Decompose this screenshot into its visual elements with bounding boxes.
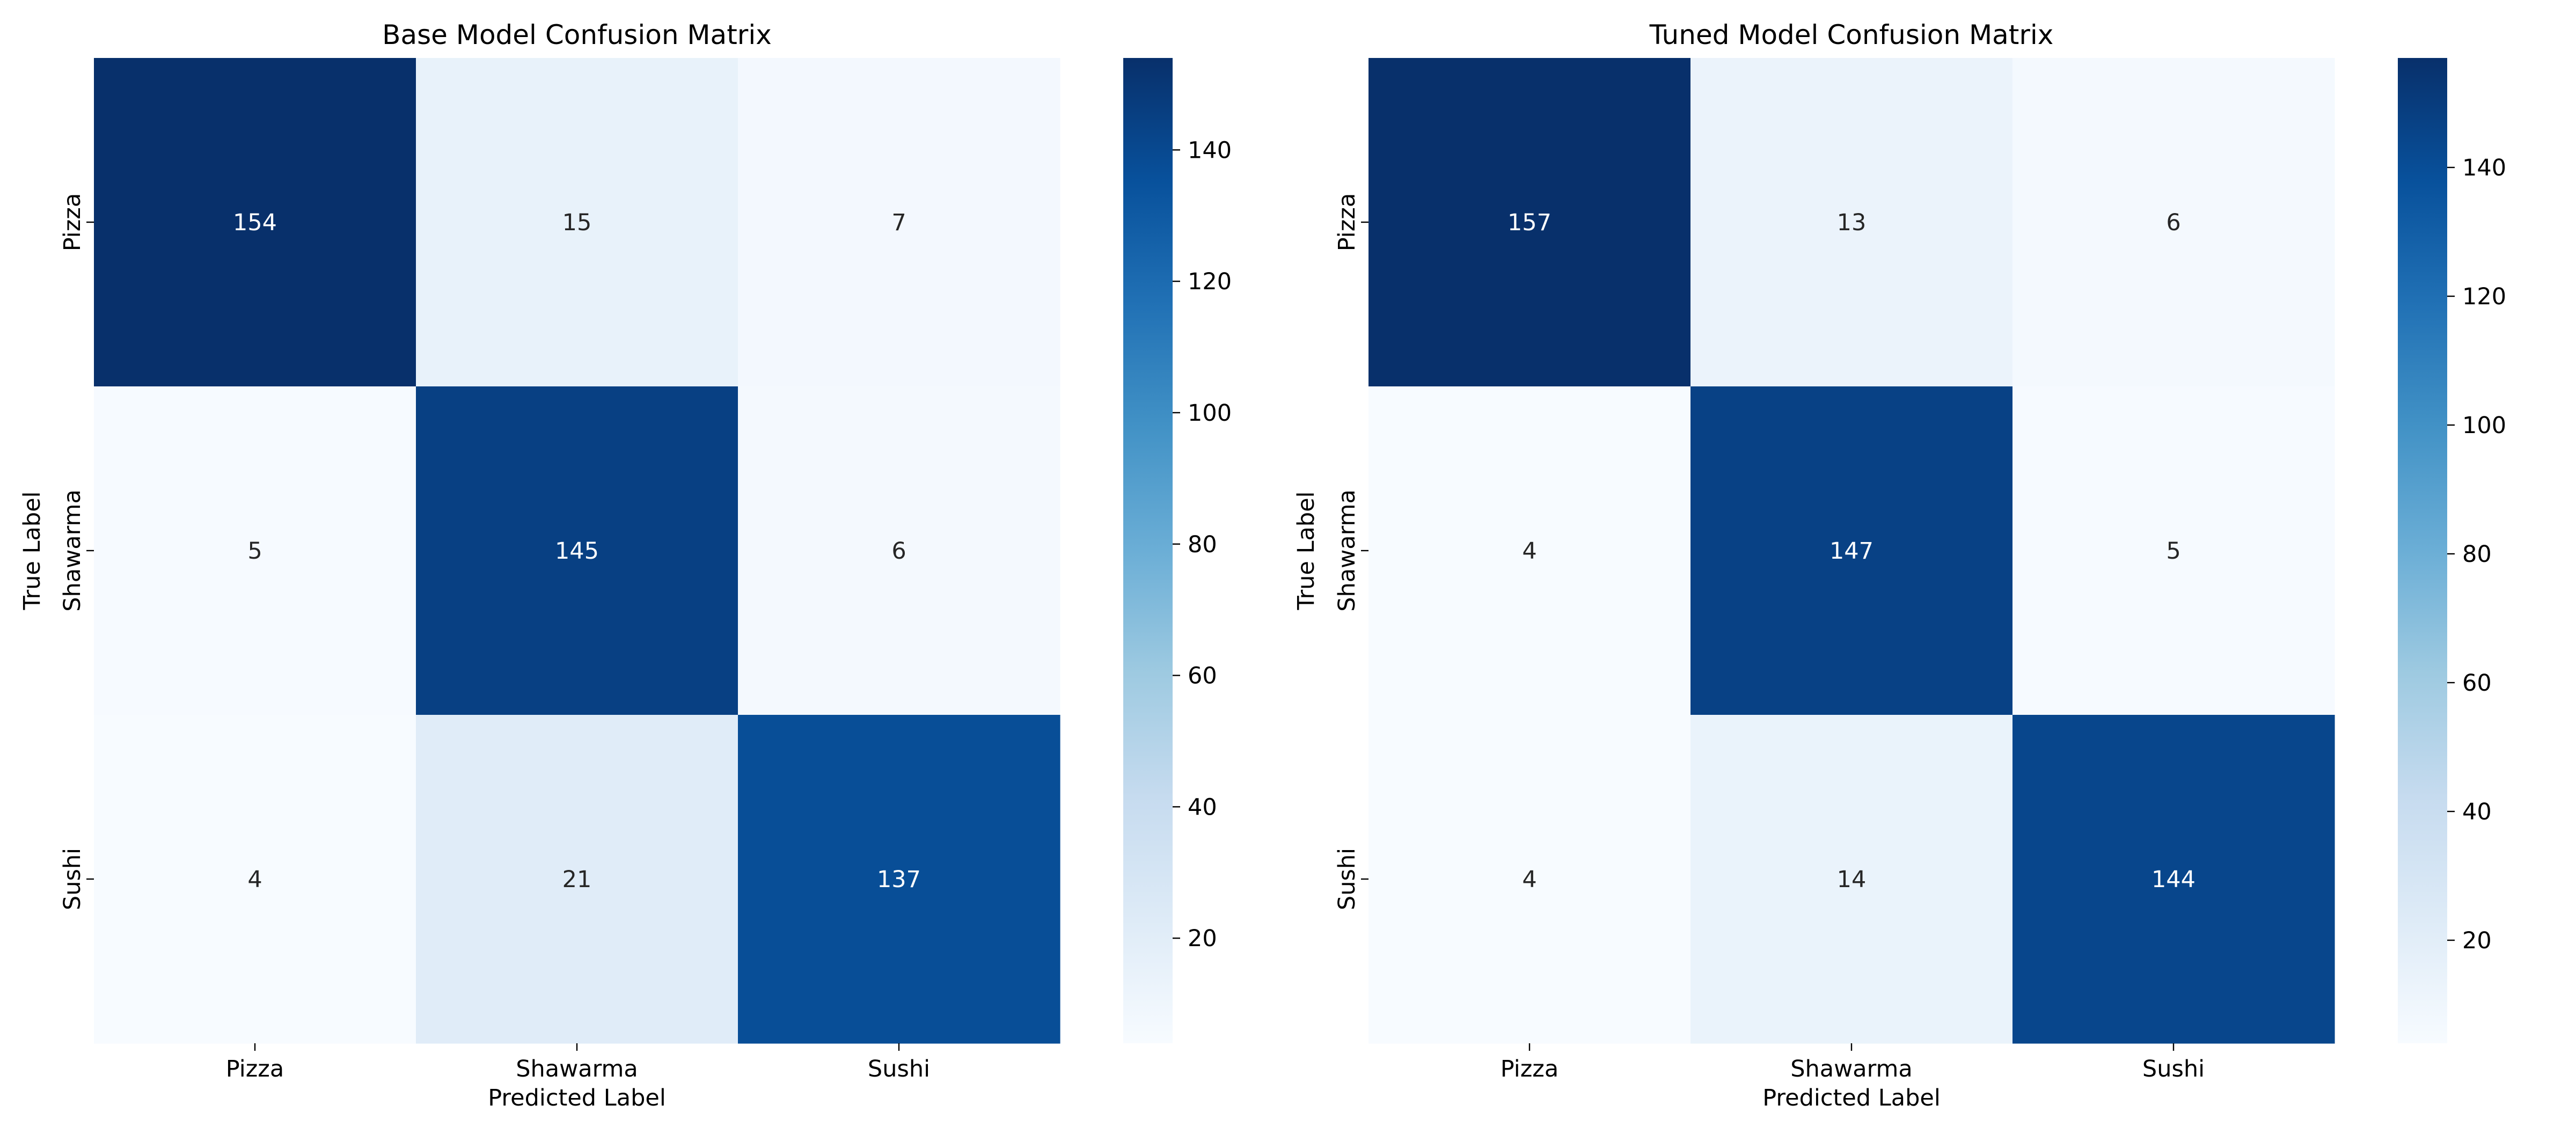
cell-value-label: 6 bbox=[2166, 209, 2180, 236]
colorbar-ticks-tuned: 20 40 60 80 100 120 140 bbox=[2447, 155, 2506, 954]
colorbar-ticks-base: 20 40 60 80 100 120 140 bbox=[1173, 137, 1232, 952]
chart-title-base: Base Model Confusion Matrix bbox=[382, 19, 772, 50]
x-axis-label-tuned: Predicted Label bbox=[1762, 1085, 1941, 1111]
cell-value-label: 157 bbox=[1507, 209, 1552, 236]
heatmap-cells-base: 154 15 7 5 145 6 4 21 137 bbox=[94, 58, 1060, 1044]
heatmap-cells-tuned: 157 13 6 4 147 5 4 14 144 bbox=[1368, 58, 2335, 1044]
colorbar-tick-label: 80 bbox=[1188, 531, 1217, 558]
colorbar-tick-label: 20 bbox=[2462, 927, 2492, 954]
chart-title-tuned: Tuned Model Confusion Matrix bbox=[1649, 19, 2054, 50]
heatmap-panel-tuned: Tuned Model Confusion Matrix 157 13 6 4 147 5… bbox=[1293, 19, 2506, 1111]
heatmap-cell-r0-c1 bbox=[1690, 58, 2013, 387]
y-tick-label: Pizza bbox=[1334, 193, 1360, 251]
heatmap-cell-r0-c1 bbox=[416, 58, 738, 387]
heatmap-cell-r2-c1 bbox=[416, 715, 738, 1044]
heatmap-cell-r1-c2 bbox=[738, 386, 1060, 715]
y-tick-labels-tuned: Pizza Shawarma Sushi bbox=[1334, 193, 1368, 910]
colorbar-tick-label: 20 bbox=[1188, 925, 1217, 952]
colorbar-tick-label: 100 bbox=[2462, 412, 2506, 439]
x-tick-label: Sushi bbox=[2142, 1056, 2205, 1082]
x-tick-label: Shawarma bbox=[516, 1056, 638, 1082]
cell-value-label: 137 bbox=[877, 866, 921, 893]
cell-value-label: 15 bbox=[562, 209, 592, 236]
cell-value-label: 4 bbox=[247, 866, 262, 893]
heatmap-cell-r2-c2 bbox=[2012, 715, 2335, 1044]
cell-value-label: 154 bbox=[233, 209, 277, 236]
heatmap-cell-r2-c0 bbox=[94, 715, 416, 1044]
cell-value-label: 144 bbox=[2151, 866, 2196, 893]
cell-value-label: 145 bbox=[555, 538, 599, 565]
heatmap-cell-r0-c0 bbox=[94, 58, 416, 387]
heatmap-cell-r2-c0 bbox=[1368, 715, 1691, 1044]
cell-value-label: 5 bbox=[247, 538, 262, 565]
x-tick-labels-tuned: Pizza Shawarma Sushi bbox=[1501, 1043, 2205, 1082]
heatmap-cell-r1-c0 bbox=[1368, 386, 1691, 715]
heatmap-cell-r2-c1 bbox=[1690, 715, 2013, 1044]
x-tick-label: Pizza bbox=[226, 1056, 284, 1082]
heatmap-cell-r1-c0 bbox=[94, 386, 416, 715]
heatmap-cell-r1-c1 bbox=[1690, 386, 2013, 715]
y-tick-label: Sushi bbox=[59, 848, 86, 910]
cell-value-label: 7 bbox=[891, 209, 906, 236]
colorbar-base bbox=[1123, 58, 1173, 1043]
colorbar-tick-label: 60 bbox=[2462, 670, 2492, 697]
colorbar-tick-label: 100 bbox=[1188, 400, 1232, 427]
cell-value-label: 4 bbox=[1522, 866, 1536, 893]
colorbar-tick-label: 120 bbox=[2462, 283, 2506, 310]
cell-value-label: 14 bbox=[1837, 866, 1867, 893]
y-axis-label-base: True Label bbox=[19, 491, 46, 610]
cell-value-label: 4 bbox=[1522, 538, 1536, 565]
x-tick-label: Shawarma bbox=[1790, 1056, 1913, 1082]
colorbar-tick-label: 40 bbox=[2462, 799, 2492, 825]
y-tick-labels-base: Pizza Shawarma Sushi bbox=[59, 193, 94, 910]
cell-value-label: 5 bbox=[2166, 538, 2180, 565]
colorbar-tuned bbox=[2398, 58, 2447, 1043]
x-tick-label: Pizza bbox=[1501, 1056, 1558, 1082]
heatmap-panel-base: Base Model Confusion Matrix 154 15 7 5 145 6 4… bbox=[19, 19, 1232, 1111]
colorbar-tick-label: 80 bbox=[2462, 541, 2492, 568]
cell-value-label: 21 bbox=[562, 866, 592, 893]
x-tick-label: Sushi bbox=[868, 1056, 930, 1082]
heatmap-cell-r2-c2 bbox=[738, 715, 1060, 1044]
colorbar-tick-label: 140 bbox=[1188, 137, 1232, 164]
colorbar-tick-label: 60 bbox=[1188, 663, 1217, 690]
x-axis-label-base: Predicted Label bbox=[488, 1085, 666, 1111]
cell-value-label: 6 bbox=[891, 538, 906, 565]
colorbar-tick-label: 120 bbox=[1188, 268, 1232, 295]
heatmap-cell-r0-c0 bbox=[1368, 58, 1691, 387]
y-axis-label-tuned: True Label bbox=[1293, 491, 1320, 610]
y-tick-label: Shawarma bbox=[1334, 489, 1360, 612]
heatmap-cell-r0-c2 bbox=[2012, 58, 2335, 387]
colorbar-tick-label: 140 bbox=[2462, 155, 2506, 181]
x-tick-labels-base: Pizza Shawarma Sushi bbox=[226, 1043, 930, 1082]
heatmap-cell-r1-c1 bbox=[416, 386, 738, 715]
y-tick-label: Shawarma bbox=[59, 489, 86, 612]
y-tick-label: Pizza bbox=[59, 193, 86, 251]
cell-value-label: 13 bbox=[1837, 209, 1867, 236]
cell-value-label: 147 bbox=[1829, 538, 1874, 565]
colorbar-tick-label: 40 bbox=[1188, 794, 1217, 821]
heatmap-cell-r1-c2 bbox=[2012, 386, 2335, 715]
heatmap-cell-r0-c2 bbox=[738, 58, 1060, 387]
y-tick-label: Sushi bbox=[1334, 848, 1360, 910]
